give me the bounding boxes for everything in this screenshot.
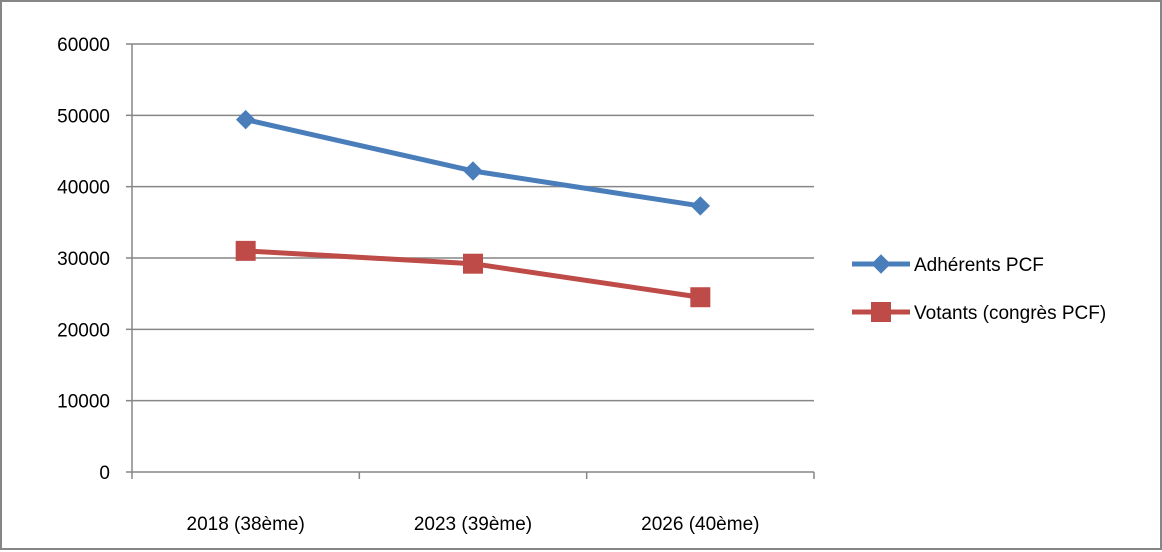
y-tick-label: 60000 (57, 35, 110, 56)
axes: 0 10000 20000 30000 40000 50000 60000 2018 (38è… (57, 35, 815, 535)
data-point-marker (235, 109, 256, 130)
x-tick-label: 2023 (39ème) (414, 514, 532, 535)
legend-label-2: Votants (congrès PCF) (914, 303, 1106, 324)
y-tick-label: 40000 (57, 178, 110, 199)
x-tick-label: 2018 (38ème) (187, 514, 305, 535)
y-tick-label: 0 (99, 463, 110, 484)
data-point-marker (463, 161, 483, 181)
legend-marker-2 (871, 302, 891, 322)
gridlines (132, 43, 814, 402)
data-point-marker (235, 240, 256, 261)
data-point-marker (463, 253, 483, 274)
y-tick-label: 20000 (57, 320, 110, 341)
data-point-marker (690, 287, 711, 308)
series (235, 109, 711, 308)
y-tick-label: 10000 (57, 392, 110, 413)
legend-marker-1 (871, 254, 891, 274)
y-tick-label: 50000 (57, 106, 110, 127)
legend: Adhérents PCF Votants (congrès PCF) (852, 254, 1106, 324)
data-point-marker (690, 196, 711, 216)
legend-label-1: Adhérents PCF (914, 255, 1044, 276)
y-tick-label: 30000 (57, 249, 110, 270)
x-tick-label: 2026 (40ème) (641, 514, 759, 535)
